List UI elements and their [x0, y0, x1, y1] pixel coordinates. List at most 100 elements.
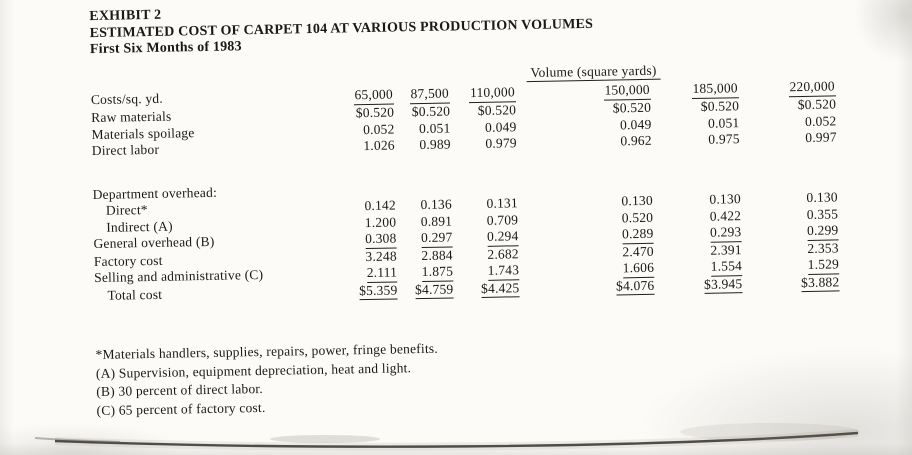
cell-value: 0.130: [709, 191, 741, 207]
cell-value: 1.529: [807, 256, 840, 275]
table-cell: 3.248: [347, 248, 397, 265]
table-cell: 1.529: [742, 256, 840, 275]
table-cell: 0.997: [740, 129, 837, 147]
column-header: 110,000: [450, 83, 517, 104]
cell-value: 0.052: [362, 121, 395, 137]
cell-value: $3.945: [703, 275, 743, 294]
cell-value: $0.520: [700, 98, 740, 114]
table-cell: $0.520: [394, 103, 451, 121]
table-cell: $5.359: [347, 281, 398, 301]
table-cell: 0.142: [346, 197, 396, 214]
column-header: 220,000: [739, 77, 836, 98]
cell-value: $0.520: [612, 99, 652, 116]
table-cell: 1.554: [654, 258, 743, 277]
cell-value: 0.891: [420, 212, 453, 229]
table-cell: $3.882: [742, 273, 840, 293]
table-cell: 0.130: [741, 189, 838, 207]
table-cell: 0.422: [653, 207, 742, 226]
cell-value: 0.049: [484, 118, 517, 135]
cell-value: 0.049: [619, 116, 652, 132]
table-cell: $0.520: [739, 96, 837, 114]
table-cell: 2.391: [654, 242, 742, 260]
cell-value: 1.743: [487, 262, 520, 281]
document-header: EXHIBIT 2 ESTIMATED COST OF CARPET 104 A…: [89, 0, 910, 59]
cell-value: 1.554: [710, 258, 743, 277]
table-cell: [345, 181, 395, 198]
table-cell: 0.131: [452, 195, 518, 213]
cell-value: $0.520: [355, 104, 395, 121]
table-cell: 0.355: [741, 205, 839, 224]
cell-value: $4.076: [615, 277, 655, 296]
cell-value: 1.875: [421, 263, 454, 282]
cell-value: 2.884: [421, 246, 453, 263]
table-cell: $4.076: [519, 277, 655, 297]
table-cell: 2.682: [453, 246, 519, 264]
table-cell: [451, 179, 517, 197]
cell-value: 0.294: [486, 228, 519, 247]
table-cell: 0.051: [651, 115, 740, 133]
table-cell: $4.425: [453, 279, 520, 299]
table-rows: Raw materials $0.520 $0.520 $0.520 $0.520 $0.…: [0, 95, 912, 307]
cell-value: 2.682: [487, 245, 519, 262]
cell-value: 0.136: [420, 196, 453, 213]
row-label: Total cost: [107, 286, 163, 303]
table-cell: 0.294: [452, 228, 519, 247]
cell-value: 2.391: [710, 241, 742, 258]
table-cell: 2.884: [397, 247, 453, 265]
column-header-label: 65,000: [353, 86, 395, 106]
cell-value: 1.026: [363, 137, 395, 154]
cell-value: 0.299: [806, 222, 839, 241]
table-cell: 2.111: [347, 264, 398, 283]
row-label: Direct labor: [91, 141, 160, 159]
cell-value: 0.130: [806, 189, 838, 205]
table-cell: 0.052: [344, 121, 395, 138]
cell-value: 2.470: [622, 243, 654, 259]
cell-value: 2.111: [366, 264, 398, 283]
table-cell: [395, 180, 451, 198]
table-cell: 0.975: [652, 131, 740, 149]
table-cell: 0.891: [396, 212, 453, 231]
table-cell: 0.293: [653, 224, 742, 243]
cell-value: 0.975: [708, 131, 740, 147]
cell-value: 1.200: [364, 213, 397, 230]
cell-value: 0.289: [621, 225, 654, 244]
cell-value: $5.359: [358, 281, 398, 301]
column-header: 150,000: [516, 81, 651, 102]
table-cell: 0.979: [451, 135, 517, 153]
cell-value: 0.989: [419, 136, 451, 153]
table-cell: $0.520: [651, 98, 740, 116]
cell-value: 0.422: [709, 207, 742, 224]
cell-value: 0.051: [418, 119, 451, 136]
column-header-label: 185,000: [691, 79, 739, 100]
table-cell: 2.353: [742, 240, 839, 258]
cell-value: 0.131: [486, 195, 518, 211]
table-cell: $3.945: [654, 275, 743, 295]
cell-value: $3.882: [800, 273, 840, 293]
cell-value: 0.355: [806, 205, 839, 222]
column-header-label: 110,000: [468, 83, 517, 104]
stub-header: Costs/sq. yd.: [90, 90, 164, 107]
cell-value: 3.248: [365, 247, 397, 264]
table-cell: 0.051: [394, 119, 451, 138]
table-cell: 0.299: [741, 222, 839, 241]
table-cell: $0.520: [450, 102, 517, 120]
cell-value: 0.293: [709, 224, 742, 243]
cell-value: 0.052: [804, 112, 837, 129]
cell-value: $0.520: [797, 96, 837, 113]
column-header-label: 87,500: [409, 84, 451, 105]
cell-value: 1.606: [622, 259, 655, 278]
cell-value: 0.979: [485, 135, 517, 151]
cell-value: 0.297: [420, 229, 453, 248]
table-cell: 1.200: [346, 213, 397, 231]
table-cell: 0.130: [653, 191, 741, 209]
table-cell: $0.520: [344, 104, 395, 122]
cell-value: 0.520: [621, 209, 654, 225]
column-header-label: 150,000: [603, 81, 651, 101]
table-cell: $4.759: [397, 280, 454, 300]
table-cell: 0.052: [739, 112, 837, 131]
column-header: 185,000: [651, 79, 739, 100]
cell-value: $0.520: [411, 103, 451, 120]
table-cell: 0.709: [452, 212, 519, 230]
table-cell: 1.026: [345, 138, 395, 155]
table-cell: 0.962: [517, 133, 652, 152]
